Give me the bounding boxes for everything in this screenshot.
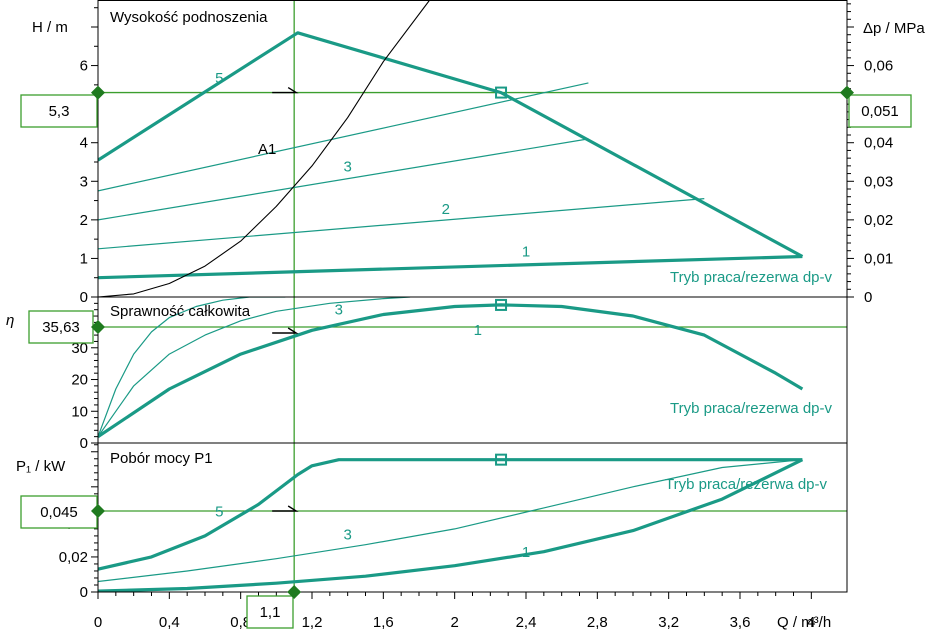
power-diamond [91,504,105,518]
efficiency-diamond [91,320,105,334]
panel-2-curves [98,458,804,592]
series-0-3-line [98,198,705,250]
curves-layer [98,0,804,592]
y-axis-title-eta: η [6,312,14,329]
y-tick-label: 3 [80,173,88,190]
y2-axis-title-dp: Δp / MPa [863,20,925,37]
readout-head: 5,3 [49,103,70,120]
y-tick-label: 30 [71,340,88,357]
series-0-1-line [98,82,589,192]
head-diamond [91,85,105,100]
mode-label: Tryb praca/rezerwa dp-v [665,476,827,493]
frame-layer [91,0,854,599]
text-layer: 012345600,010,020,030,040,050,0601020300… [6,9,925,631]
series-0-0-line [98,31,804,258]
series-1-0-line [98,303,804,439]
operating-point-marker-0 [495,86,508,99]
series-0-5-line [98,0,431,297]
y-tick-label: 20 [71,372,88,389]
y-tick-label: 1 [80,250,88,267]
readout-power-box [20,495,98,529]
cursor-layer [98,0,847,592]
x-tick-label: 0 [94,614,102,631]
x-axis-title-q: Q / m³/h [777,614,831,631]
operating-point-marker-2 [495,453,508,466]
curve-label: 5 [215,70,223,87]
x-tick-label: 1,2 [302,614,323,631]
y-tick-label: 10 [71,403,88,420]
y-tick-label: 2 [80,212,88,229]
system-curve-label-a1: A1 [258,141,276,158]
curve-label: 1 [474,322,482,339]
readout-efficiency: 35,63 [42,319,80,336]
y-tick-label: 6 [80,58,88,75]
readout-dp: 0,051 [861,103,899,120]
cursor-tick-1 [272,327,299,334]
cursor-tick-2 [272,505,299,512]
y-tick-label: 0,02 [59,549,88,566]
readout-power: 0,045 [40,504,78,521]
x-tick-label: 1,6 [373,614,394,631]
readout-flow-box [246,595,294,629]
y2-tick-label: 0,02 [864,212,893,229]
series-1-1-line [98,297,411,438]
y2-tick-label: 0,03 [864,173,893,190]
curve-label: 5 [215,504,223,521]
y-axis-title-p1: P₁ / kW [16,458,66,475]
x-tick-label: 3,2 [658,614,679,631]
series-2-2-line [98,458,804,592]
y-tick-label: 0 [80,584,88,601]
panel-0-curves [98,0,804,297]
series-0-2-line [98,138,589,221]
panel-title-efficiency: Sprawność całkowita [110,303,251,320]
operating-point-marker-1 [495,298,508,311]
y-tick-label: 4 [80,135,88,152]
panel-title-power: Pobór mocy P1 [110,450,213,467]
cursor-tick-0 [272,86,299,94]
curve-label: 3 [343,159,351,176]
x-tick-label: 4 [807,614,815,631]
y2-tick-label: 0 [864,289,872,306]
panel-title-head: Wysokość podnoszenia [110,9,268,26]
y2-tick-label: 0,06 [864,58,893,75]
flow-diamond [287,585,302,599]
series-1-2-line [98,297,286,437]
curve-label: 2 [442,201,450,218]
curve-label: 3 [343,526,351,543]
readout-efficiency-box [28,310,94,344]
series-0-4-line [98,254,803,280]
x-tick-label: 3,6 [730,614,751,631]
x-tick-label: 2 [450,614,458,631]
y2-tick-label: 0,04 [864,135,893,152]
panel-1-curves [98,297,804,439]
series-2-1-line [98,459,803,583]
curve-label: 1 [522,244,530,261]
readout-head-box [20,94,98,128]
series-2-0-line [98,458,803,571]
curve-label: 1 [522,544,530,561]
y-tick-label: 0 [80,289,88,306]
mode-label: Tryb praca/rezerwa dp-v [670,269,832,286]
y-tick-label: 0 [80,435,88,452]
y-axis-title-h: H / m [32,19,68,36]
x-tick-label: 2,4 [516,614,537,631]
x-tick-label: 2,8 [587,614,608,631]
readout-dp-box [848,94,912,128]
x-tick-label: 0,8 [230,614,251,631]
readout-flow: 1,1 [260,604,281,621]
dp-diamond [840,85,854,100]
mode-label: Tryb praca/rezerwa dp-v [670,400,832,417]
x-tick-label: 0,4 [159,614,180,631]
curve-label: 3 [335,301,343,318]
y2-tick-label: 0,01 [864,250,893,267]
